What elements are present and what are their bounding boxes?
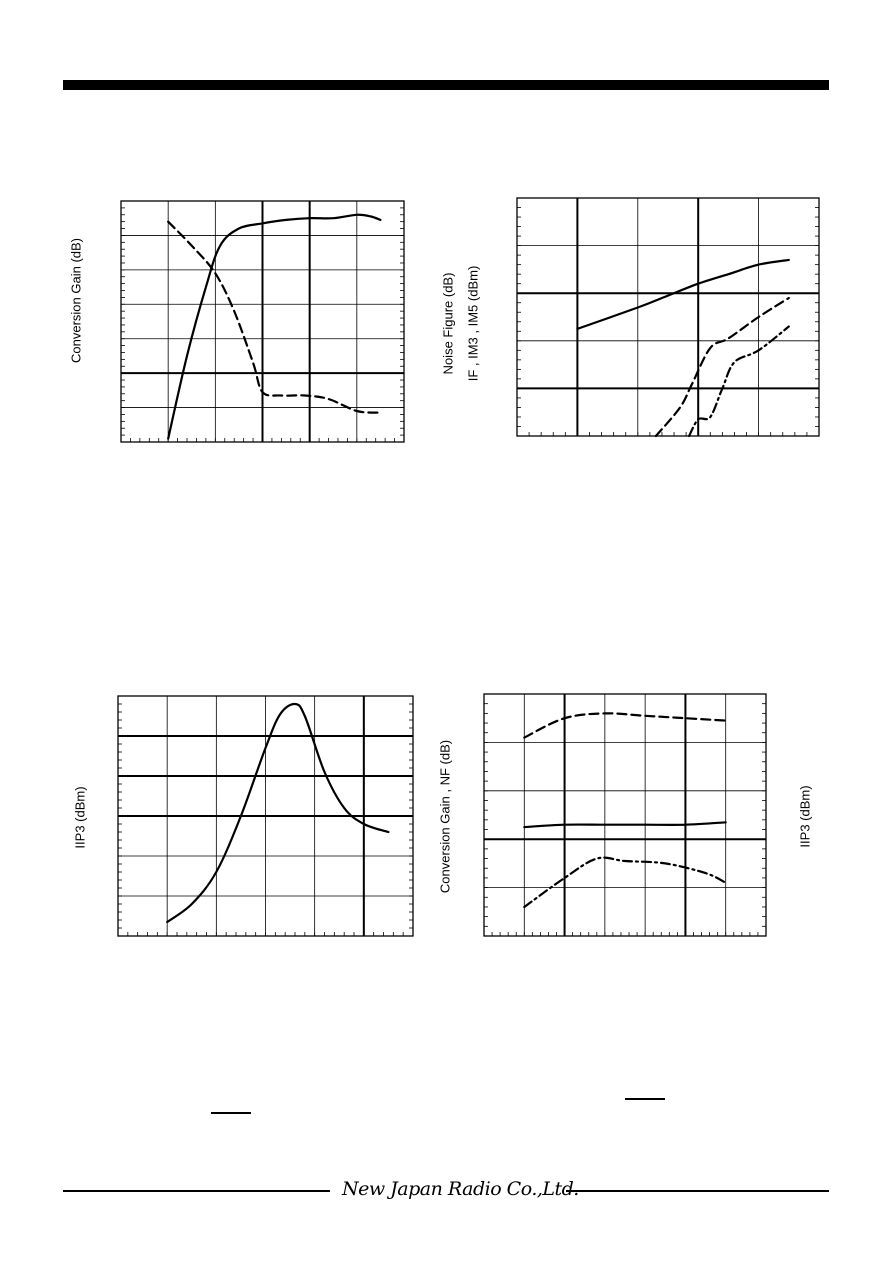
series-line-0-solid xyxy=(576,258,790,330)
header-bar xyxy=(63,80,829,90)
series-line-0-solid xyxy=(166,702,390,924)
footer-rule-left xyxy=(63,1190,330,1192)
company-logo: New Japan Radio Co.,Ltd. xyxy=(342,1178,579,1200)
plot-frame xyxy=(483,693,767,937)
series-line-1-dashed xyxy=(167,220,382,414)
footer-rule-right xyxy=(566,1190,829,1192)
chart4-right-ylabel: IIP3 (dBm) xyxy=(797,785,813,848)
series-line-2-dash-dot xyxy=(523,856,727,909)
plot-frame xyxy=(516,197,820,437)
series-line-0-solid xyxy=(167,213,382,440)
chart4-ylabel: Conversion Gain , NF (dB) xyxy=(437,739,453,894)
plot-frame xyxy=(117,695,414,937)
series-line-1-solid xyxy=(523,821,727,829)
overline-mark-left xyxy=(211,1112,251,1114)
overline-mark-right xyxy=(625,1098,665,1100)
series-line-0-dashed xyxy=(523,712,727,739)
plot-frame xyxy=(120,200,405,443)
series-line-1-dashed xyxy=(654,296,790,438)
series-line-2-dash-dot xyxy=(688,325,790,438)
